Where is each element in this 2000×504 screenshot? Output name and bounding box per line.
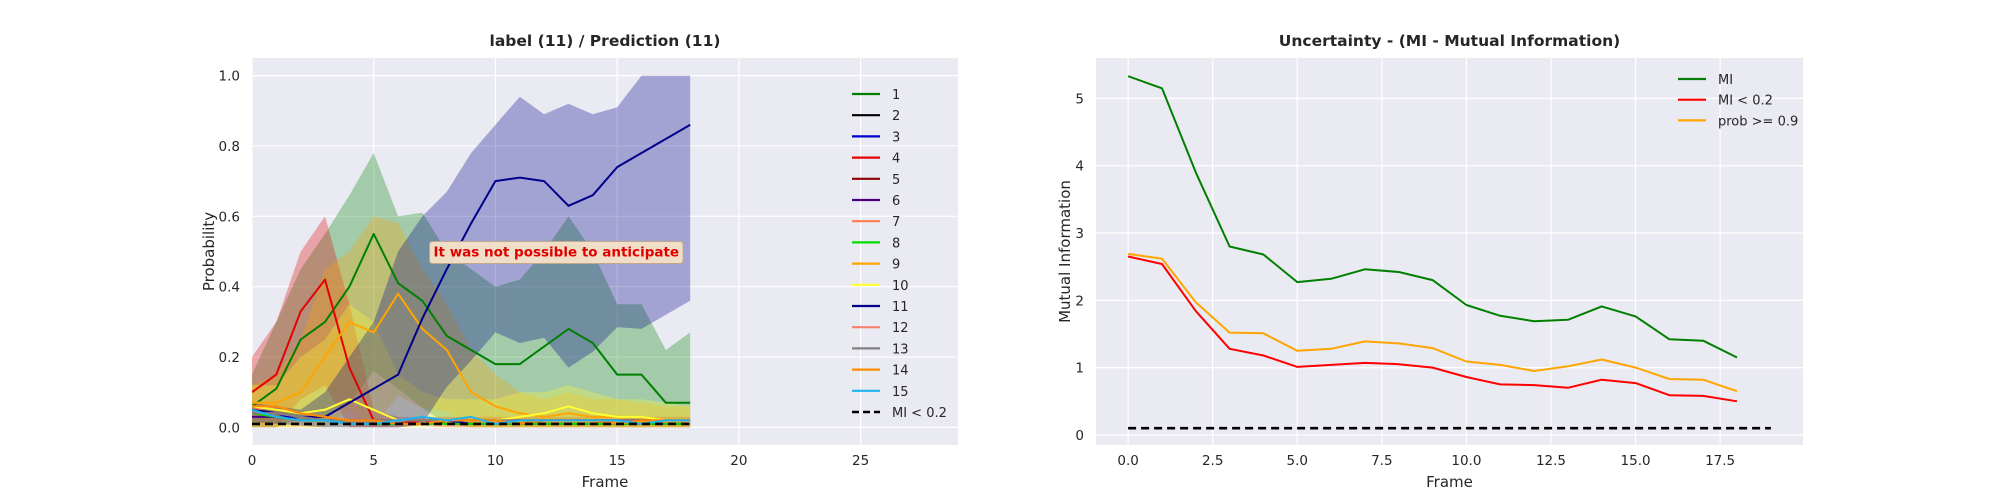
legend-label: 15 — [892, 385, 909, 400]
legend-label: 11 — [892, 300, 909, 315]
legend-label: 2 — [892, 109, 900, 124]
legend-label: 6 — [892, 194, 900, 209]
x-tick-label: 0.0 — [1117, 453, 1138, 469]
x-tick-label: 0 — [248, 453, 257, 469]
y-tick-label: 0.6 — [219, 209, 240, 225]
chart-title: label (11) / Prediction (11) — [490, 32, 721, 50]
series-line-prob-0-9 — [1127, 252, 1738, 393]
annotation-text: It was not possible to anticipate — [434, 245, 680, 261]
y-tick-label: 4 — [1075, 159, 1084, 175]
uncertainty-chart: 0.0 2.5 5.0 7.5 10.0 12.5 15.0 17.5 0 1 2 3 4 5 Uncert… — [1056, 32, 1803, 491]
legend-label: MI — [1718, 73, 1733, 88]
y-tick-label: 1 — [1075, 361, 1084, 377]
x-tick-label: 7.5 — [1371, 453, 1392, 469]
x-axis-label: Frame — [582, 473, 629, 491]
x-axis-label: Frame — [1426, 473, 1473, 491]
series-line-mi-0-2 — [1127, 255, 1738, 403]
legend-label: 5 — [892, 173, 900, 188]
y-tick-label: 0.0 — [219, 420, 240, 436]
plot-area — [1096, 58, 1803, 445]
chart-title: Uncertainty - (MI - Mutual Information) — [1279, 32, 1620, 50]
annotation-box — [429, 241, 684, 264]
y-tick-label: 0.8 — [219, 139, 240, 155]
y-tick-label: 5 — [1075, 91, 1084, 107]
x-tick-label: 10 — [487, 453, 504, 469]
plot-layer — [1127, 75, 1771, 430]
y-tick-label: 0.4 — [219, 280, 240, 296]
x-tick-label: 20 — [730, 453, 747, 469]
x-tick-label: 25 — [852, 453, 869, 469]
series-band-4 — [252, 216, 691, 428]
legend-label: MI < 0.2 — [1718, 94, 1773, 109]
series-band-1 — [252, 153, 691, 428]
y-axis-label: Mutual Information — [1056, 180, 1074, 323]
x-tick-label: 5.0 — [1287, 453, 1308, 469]
legend-label: 8 — [892, 236, 900, 251]
legend-label: 13 — [892, 342, 909, 357]
legend-label: 12 — [892, 321, 909, 336]
legend-label: MI < 0.2 — [892, 406, 947, 421]
x-tick-label: 2.5 — [1202, 453, 1223, 469]
legend-label: 10 — [892, 279, 909, 294]
legend-label: 4 — [892, 152, 900, 167]
y-tick-label: 3 — [1075, 226, 1084, 242]
legend-label: 1 — [892, 88, 900, 103]
legend-label: 7 — [892, 215, 900, 230]
probability-chart: 0 5 10 15 20 250.00.20.40.60.81.0It was not p… — [200, 32, 958, 491]
legend-label: prob >= 0.9 — [1718, 114, 1798, 129]
y-tick-label: 1.0 — [219, 69, 240, 85]
series-band-9 — [252, 216, 691, 428]
series-line-1 — [252, 232, 691, 408]
legend-label: 9 — [892, 258, 900, 273]
legend-label: 14 — [892, 364, 909, 379]
x-tick-label: 17.5 — [1705, 453, 1735, 469]
y-axis-label: Probability — [200, 212, 218, 291]
x-tick-label: 15.0 — [1621, 453, 1651, 469]
x-tick-label: 10.0 — [1451, 453, 1481, 469]
plot-layer — [252, 75, 691, 428]
y-tick-label: 0 — [1075, 428, 1084, 444]
series-line-15 — [252, 408, 691, 425]
x-tick-label: 15 — [609, 453, 626, 469]
legend-label: 3 — [892, 130, 900, 145]
y-tick-label: 2 — [1075, 293, 1084, 309]
x-tick-label: 12.5 — [1536, 453, 1566, 469]
y-tick-label: 0.2 — [219, 350, 240, 366]
x-tick-label: 5 — [369, 453, 378, 469]
series-line-mi — [1127, 75, 1738, 359]
